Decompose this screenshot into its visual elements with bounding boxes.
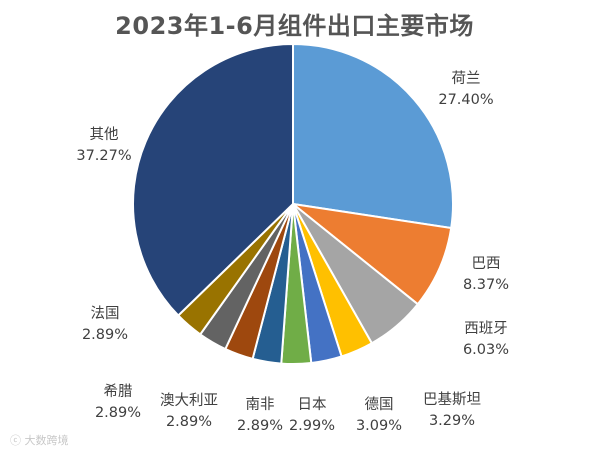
slice-label-5: 德国 — [365, 396, 394, 413]
slice-value-3: 6.03% — [463, 342, 509, 358]
slice-label-2: 巴西 — [472, 256, 501, 272]
slice-label-11: 其他 — [90, 126, 119, 143]
slice-label-8: 澳大利亚 — [160, 392, 218, 409]
slice-label-9: 希腊 — [104, 383, 133, 400]
slice-value-6: 2.99% — [289, 418, 335, 434]
watermark-text: 大数跨境 — [24, 434, 69, 447]
slice-value-8: 2.89% — [166, 414, 212, 430]
pie-slice-1 — [292, 42, 454, 230]
slice-value-11: 37.27% — [76, 148, 131, 164]
slice-value-5: 3.09% — [356, 418, 402, 434]
watermark-icon: ⓒ — [10, 434, 21, 447]
slice-label-4: 巴基斯坦 — [423, 391, 481, 408]
slice-value-10: 2.89% — [82, 327, 128, 343]
slice-value-2: 8.37% — [463, 277, 509, 293]
slice-value-7: 2.89% — [237, 418, 283, 434]
slice-label-1: 荷兰 — [452, 70, 481, 87]
slice-value-4: 3.29% — [429, 413, 475, 429]
chart-title: 2023年1-6月组件出口主要市场 — [115, 12, 474, 40]
slice-value-1: 27.40% — [438, 92, 493, 108]
slice-value-9: 2.89% — [95, 405, 141, 421]
pie-slice-11 — [132, 42, 294, 317]
slice-label-7: 南非 — [246, 396, 275, 413]
slice-label-10: 法国 — [91, 305, 120, 322]
watermark: ⓒ 大数跨境 — [10, 432, 69, 448]
slice-label-6: 日本 — [298, 396, 327, 413]
slice-label-3: 西班牙 — [464, 320, 508, 337]
